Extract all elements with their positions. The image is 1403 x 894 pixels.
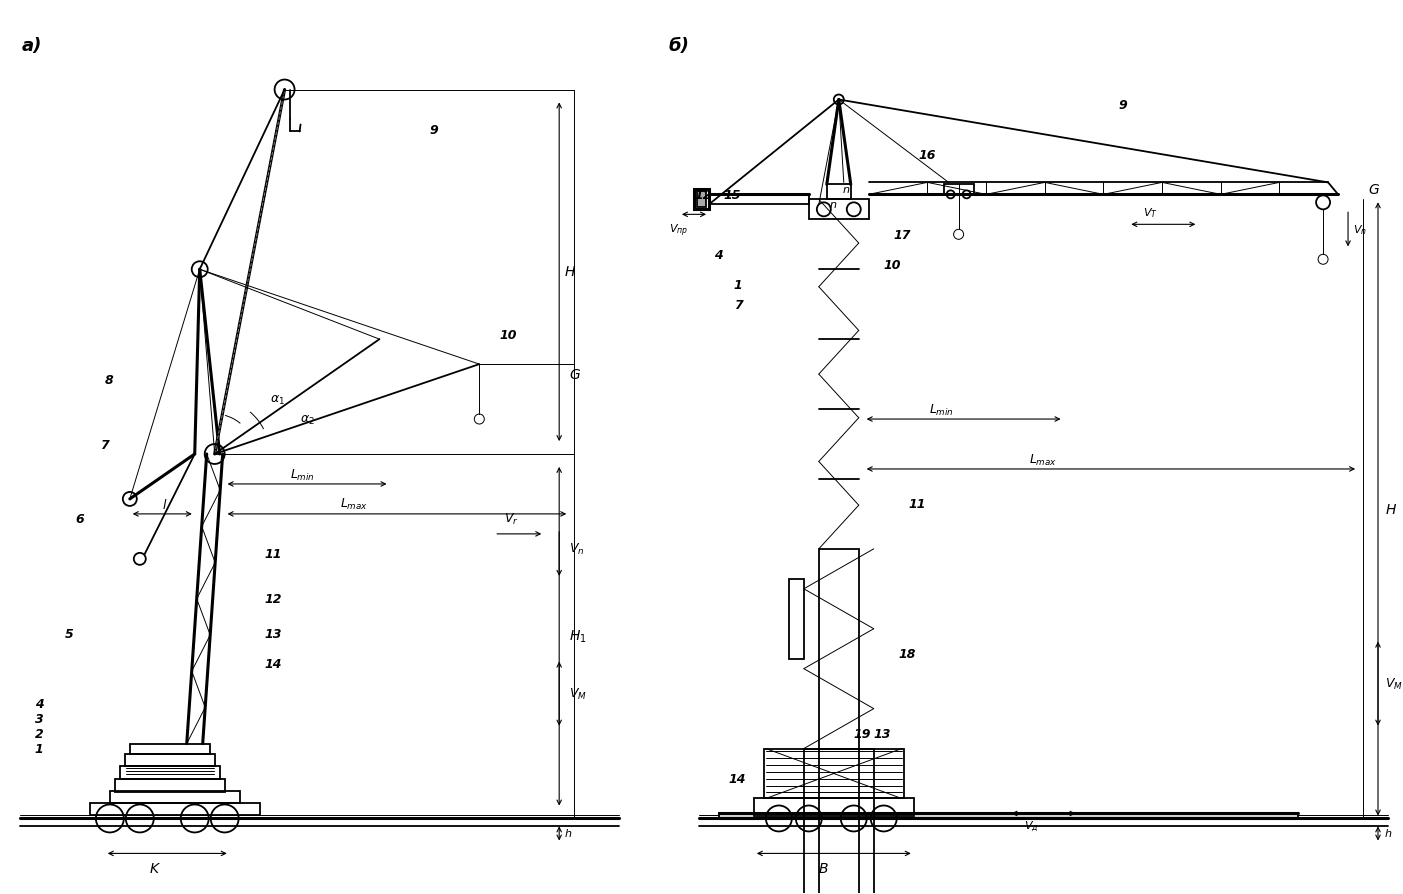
Text: $H_1$: $H_1$ (570, 628, 586, 645)
Text: $V_д$: $V_д$ (1024, 818, 1038, 833)
Text: $B$: $B$ (818, 862, 829, 875)
Bar (944, 185, 974, 195)
Text: $L_{min}$: $L_{min}$ (289, 467, 314, 482)
Text: $V_M$: $V_M$ (1385, 677, 1403, 691)
Text: 1: 1 (35, 742, 43, 755)
Text: 10: 10 (499, 328, 516, 342)
Bar (115, 779, 224, 793)
Text: $H$: $H$ (1385, 502, 1397, 517)
Text: $V_n$: $V_n$ (1352, 224, 1367, 237)
Text: 19: 19 (854, 728, 871, 740)
Bar (753, 798, 913, 816)
Text: 7: 7 (100, 438, 108, 451)
Text: $L_{max}$: $L_{max}$ (340, 497, 368, 512)
Text: $V_M$: $V_M$ (570, 687, 586, 702)
Text: $V_{пр}$: $V_{пр}$ (669, 222, 689, 238)
Text: б): б) (669, 37, 690, 55)
Text: 2: 2 (35, 728, 43, 740)
Bar (694, 190, 709, 210)
Text: $V_T$: $V_T$ (1143, 207, 1159, 220)
Text: 12: 12 (265, 593, 282, 605)
Text: 17: 17 (894, 229, 911, 241)
Text: h: h (1385, 829, 1392, 839)
Text: 4: 4 (714, 249, 723, 261)
Text: 7: 7 (734, 299, 742, 311)
Text: $n$: $n$ (829, 200, 838, 210)
Bar (130, 744, 209, 754)
Bar (718, 814, 1298, 819)
Text: $L_{max}$: $L_{max}$ (1028, 452, 1056, 467)
Text: 12: 12 (694, 189, 711, 202)
Text: 13: 13 (265, 628, 282, 640)
Text: $V_n$: $V_n$ (570, 542, 585, 557)
Text: 18: 18 (899, 647, 916, 661)
Text: $\alpha_1$: $\alpha_1$ (269, 393, 285, 406)
Text: $V_r$: $V_r$ (504, 511, 519, 527)
Text: $K$: $K$ (149, 862, 161, 875)
Bar (808, 200, 868, 220)
Text: $\alpha_2$: $\alpha_2$ (300, 413, 314, 426)
Text: $L_{min}$: $L_{min}$ (929, 402, 954, 417)
Bar (119, 765, 220, 779)
Text: 5: 5 (65, 628, 73, 640)
Text: 11: 11 (909, 498, 926, 510)
Bar (697, 192, 706, 208)
Text: $l$: $l$ (161, 497, 167, 511)
Text: 11: 11 (265, 548, 282, 561)
Bar (90, 804, 260, 815)
Text: 14: 14 (265, 657, 282, 670)
Text: 15: 15 (724, 189, 741, 202)
Text: 13: 13 (874, 728, 891, 740)
Bar (826, 185, 850, 200)
Bar (788, 579, 804, 659)
Text: 8: 8 (105, 373, 114, 386)
Bar (819, 549, 859, 894)
Text: 9: 9 (429, 124, 438, 137)
Text: $H$: $H$ (564, 265, 577, 279)
Text: 14: 14 (730, 772, 746, 785)
Text: 6: 6 (74, 513, 84, 526)
Text: 4: 4 (35, 697, 43, 711)
Text: 9: 9 (1118, 99, 1127, 112)
Bar (763, 748, 904, 798)
Bar (109, 791, 240, 804)
Text: 3: 3 (35, 713, 43, 725)
Bar (125, 754, 215, 765)
Text: 16: 16 (919, 148, 936, 162)
Text: $G$: $G$ (570, 367, 581, 382)
Bar (804, 748, 874, 894)
Text: 10: 10 (884, 258, 901, 272)
Text: а): а) (22, 37, 42, 55)
Text: h: h (564, 829, 571, 839)
Text: $n$: $n$ (842, 185, 850, 195)
Text: 1: 1 (734, 278, 742, 291)
Text: $G$: $G$ (1368, 183, 1381, 198)
